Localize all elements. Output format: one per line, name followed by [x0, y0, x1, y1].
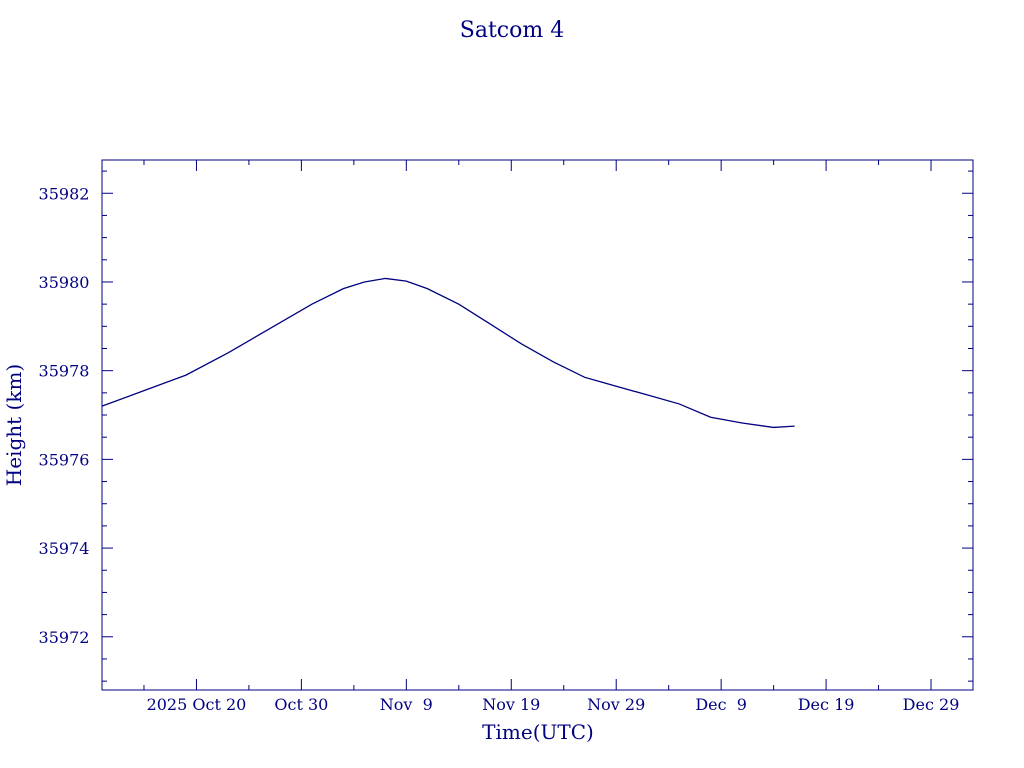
y-tick-label: 35980	[39, 273, 90, 292]
x-axis-label: Time(UTC)	[482, 720, 594, 744]
minor-ticks	[102, 160, 973, 690]
height-series-line	[101, 277, 795, 429]
y-tick-label: 35976	[39, 450, 90, 469]
y-tick-label: 35982	[39, 184, 90, 203]
y-tick-label: 35974	[39, 539, 90, 558]
x-tick-label: Nov 19	[482, 695, 540, 714]
chart-title: Satcom 4	[460, 18, 564, 43]
y-axis-label: Height (km)	[2, 364, 26, 486]
x-tick-label: Oct 30	[274, 695, 328, 714]
major-ticks	[102, 160, 973, 690]
x-tick-label: Dec 9	[695, 695, 747, 714]
x-tick-label: Nov 29	[587, 695, 645, 714]
x-tick-label: 2025 Oct 20	[147, 695, 247, 714]
x-tick-label: Nov 9	[380, 695, 433, 714]
x-tick-label: Dec 29	[903, 695, 960, 714]
y-tick-label: 35972	[39, 628, 90, 647]
x-tick-label: Dec 19	[798, 695, 855, 714]
plot-frame	[101, 159, 974, 691]
y-tick-label: 35978	[39, 362, 90, 381]
x-tick-labels: 2025 Oct 20 Oct 30 Nov 9 Nov 19 Nov 29 Dec 9 D…	[147, 695, 960, 714]
y-tick-labels: 35972 35974 35976 35978 35980 35982	[39, 184, 90, 647]
